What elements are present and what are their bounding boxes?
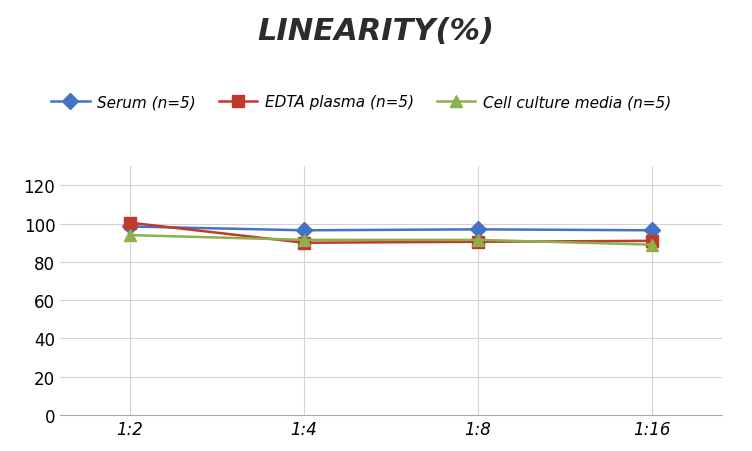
Line: EDTA plasma (n=5): EDTA plasma (n=5) [124,218,658,249]
Cell culture media (n=5) [126,233,135,238]
Serum (n=5) [126,224,135,230]
Serum (n=5) [474,227,483,233]
Serum (n=5) [647,228,656,234]
Cell culture media (n=5) [474,238,483,243]
Cell culture media (n=5) [647,242,656,248]
Line: Cell culture media (n=5): Cell culture media (n=5) [124,230,658,251]
EDTA plasma (n=5) [299,240,308,246]
Text: LINEARITY(%): LINEARITY(%) [257,17,495,46]
EDTA plasma (n=5) [647,239,656,244]
Cell culture media (n=5) [299,238,308,243]
Legend: Serum (n=5), EDTA plasma (n=5), Cell culture media (n=5): Serum (n=5), EDTA plasma (n=5), Cell cul… [45,89,677,116]
Serum (n=5) [299,228,308,234]
Line: Serum (n=5): Serum (n=5) [124,221,658,236]
EDTA plasma (n=5) [474,239,483,245]
EDTA plasma (n=5) [126,221,135,226]
